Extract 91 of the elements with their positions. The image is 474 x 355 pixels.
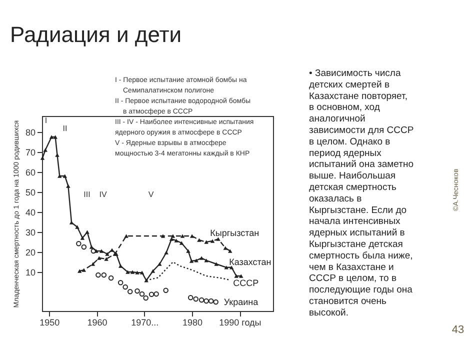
- y-tick-label: 80: [25, 128, 36, 138]
- point: [234, 274, 238, 278]
- point: [143, 295, 148, 301]
- point: [154, 291, 159, 297]
- point: [124, 234, 128, 238]
- point: [81, 244, 87, 250]
- text: • Зависимость числа детских смертей в Казахстане повторяет, в основном, ход аналогичной зависимости для СССР в целом. Однако в период ядерных испытаний она заметно выше. Наибольшая детская смертность оказалась в Кыргызстане. Если до начала интенсивных ядерных испытаний в Кыргызстане детская смертность была ниже, чем в Казахстане и СССР в целом, то в последующие годы она становится очень высокой.: [309, 68, 414, 318]
- point: [179, 241, 184, 245]
- point: [180, 234, 185, 238]
- point: [97, 256, 102, 260]
- point: [158, 262, 162, 266]
- point: [126, 270, 130, 274]
- point: [127, 288, 133, 294]
- point: [228, 249, 232, 253]
- point: [134, 288, 140, 294]
- y-tick-label: 20: [25, 248, 36, 258]
- point: [104, 257, 108, 261]
- point: [150, 269, 156, 273]
- series-label: Украина: [224, 297, 258, 307]
- point: [78, 269, 82, 273]
- x-tick-label: 1950: [40, 318, 60, 328]
- point: [148, 292, 154, 298]
- point: [190, 234, 194, 238]
- point: [208, 298, 214, 304]
- point: [199, 256, 204, 260]
- point: [213, 299, 218, 305]
- point: [139, 291, 145, 297]
- annotation: V: [148, 190, 154, 199]
- point: [204, 240, 208, 244]
- point: [130, 270, 135, 274]
- point: [43, 148, 48, 152]
- point: [214, 262, 218, 266]
- point: [160, 234, 166, 238]
- point: [75, 225, 80, 229]
- point: [53, 135, 58, 139]
- point: [85, 230, 90, 234]
- x-tick-label: 1960: [87, 318, 108, 328]
- annotation: I: [44, 116, 48, 125]
- point: [90, 248, 96, 254]
- point: [135, 270, 140, 274]
- point: [238, 274, 244, 278]
- x-tick-label: 1990 годы: [219, 318, 262, 328]
- point: [169, 237, 174, 241]
- y-tick-label: 40: [25, 208, 36, 218]
- series-label: Казахстан: [229, 257, 272, 267]
- annotation: III: [84, 190, 90, 199]
- y-tick-label: 10: [25, 268, 36, 278]
- point: [82, 268, 86, 272]
- point: [118, 280, 124, 286]
- point: [140, 270, 144, 274]
- point: [210, 239, 215, 243]
- point: [188, 294, 194, 300]
- series-label: Кыргызстан: [210, 228, 260, 238]
- point: [105, 252, 110, 256]
- x-tick-label: 1980: [182, 318, 203, 328]
- annotation: II: [62, 124, 68, 133]
- series-label: СССР: [233, 278, 259, 288]
- point: [198, 297, 204, 303]
- point: [101, 272, 107, 278]
- x-tick-label: 1970...: [131, 318, 159, 328]
- point: [49, 135, 54, 139]
- point: [62, 174, 67, 178]
- y-tick-label: 30: [25, 228, 36, 238]
- point: [164, 250, 168, 254]
- point: [90, 262, 96, 266]
- point: [197, 238, 202, 242]
- y-tick-label: 70: [25, 148, 36, 158]
- annotation: IV: [99, 190, 108, 199]
- point: [55, 153, 60, 157]
- point: [108, 275, 114, 281]
- point: [193, 296, 198, 302]
- point: [170, 234, 176, 238]
- point: [204, 298, 209, 304]
- point: [96, 272, 101, 278]
- point: [118, 264, 123, 268]
- point: [189, 259, 194, 263]
- y-tick-label: 60: [25, 168, 36, 178]
- chart-title: Радиация и дети: [10, 22, 182, 47]
- point: [66, 184, 70, 188]
- text: 43: [452, 324, 464, 336]
- point: [40, 156, 45, 160]
- point: [80, 236, 85, 240]
- point: [58, 174, 62, 178]
- point: [122, 284, 128, 290]
- point: [186, 249, 190, 253]
- point: [223, 246, 228, 250]
- point: [163, 288, 168, 294]
- point: [174, 238, 178, 242]
- y-tick-label: 50: [25, 188, 36, 198]
- point: [76, 240, 82, 246]
- point: [99, 249, 104, 253]
